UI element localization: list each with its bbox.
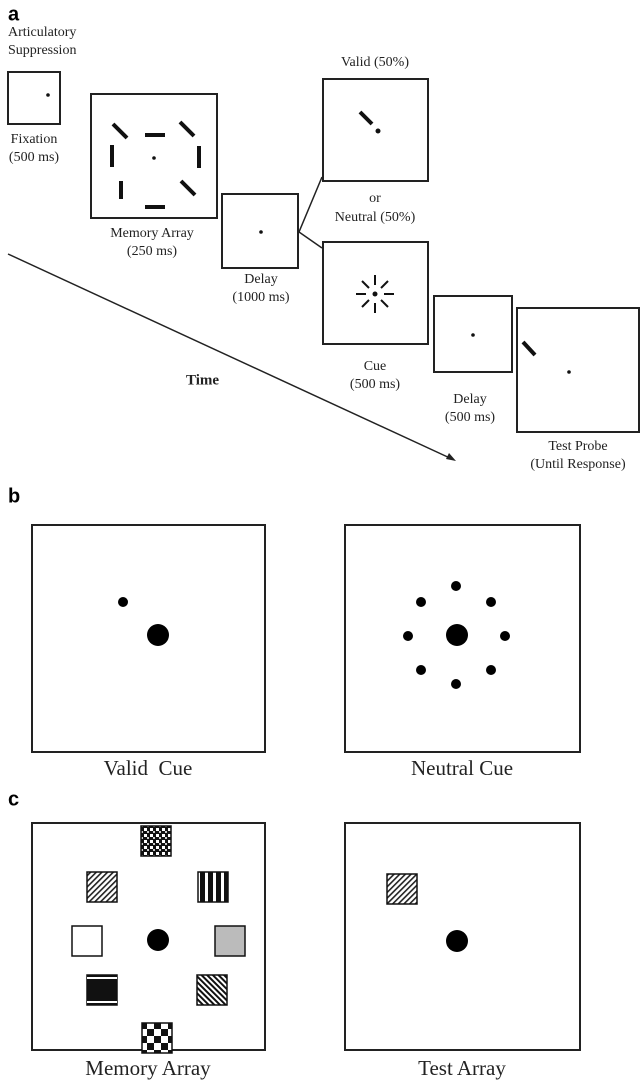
caption: Fixation bbox=[11, 132, 58, 147]
fixation-dot bbox=[259, 230, 263, 234]
caption: Test Probe bbox=[548, 439, 607, 454]
panel-label: a bbox=[8, 3, 20, 25]
caption: (250 ms) bbox=[127, 244, 178, 259]
screen bbox=[433, 295, 513, 373]
fork bbox=[298, 176, 323, 249]
caption: (500 ms) bbox=[350, 377, 401, 392]
condition-label: Valid (50%) bbox=[341, 55, 409, 70]
screen bbox=[516, 307, 640, 433]
fixation-dot bbox=[567, 370, 571, 374]
fixation-dot bbox=[372, 291, 378, 297]
fixation-dot bbox=[147, 929, 169, 951]
caption: (500 ms) bbox=[445, 410, 496, 425]
fixation-dot bbox=[46, 93, 50, 97]
caption: Neutral Cue bbox=[411, 756, 513, 780]
caption: (Until Response) bbox=[530, 457, 626, 472]
fixation-dot bbox=[147, 624, 169, 646]
neutral-cue-dots bbox=[403, 581, 510, 689]
panel-label: c bbox=[8, 788, 19, 810]
condition-label: Neutral (50%) bbox=[335, 210, 416, 225]
probe-bar bbox=[521, 340, 537, 357]
caption: Memory Array bbox=[85, 1056, 211, 1080]
screen bbox=[322, 78, 429, 182]
screen bbox=[7, 71, 61, 125]
fixation-dot bbox=[446, 930, 468, 952]
caption: Cue bbox=[364, 359, 387, 374]
header: Suppression bbox=[8, 43, 76, 58]
caption: Memory Array bbox=[110, 226, 194, 241]
memory-bars bbox=[110, 120, 201, 209]
caption: (500 ms) bbox=[9, 150, 60, 165]
caption: Delay bbox=[244, 272, 277, 287]
or-label: or bbox=[369, 191, 381, 206]
header: Articulatory bbox=[8, 25, 76, 40]
fixation-dot bbox=[375, 128, 381, 134]
memory-items bbox=[71, 825, 246, 1054]
panel-label: b bbox=[8, 485, 20, 507]
time-label: Time bbox=[186, 372, 219, 388]
neutral-cue-lines bbox=[356, 275, 394, 313]
time-arrow bbox=[7, 253, 453, 460]
cue-dot bbox=[118, 597, 128, 607]
test-item bbox=[386, 873, 418, 905]
caption: (1000 ms) bbox=[232, 290, 290, 305]
fixation-dot bbox=[471, 333, 475, 337]
screen bbox=[90, 93, 218, 219]
fixation-dot bbox=[446, 624, 468, 646]
cue-line bbox=[358, 110, 374, 126]
caption: Test Array bbox=[418, 1056, 506, 1080]
arrow-head bbox=[446, 453, 456, 461]
caption: Delay bbox=[453, 392, 486, 407]
caption: Valid Cue bbox=[104, 756, 193, 780]
